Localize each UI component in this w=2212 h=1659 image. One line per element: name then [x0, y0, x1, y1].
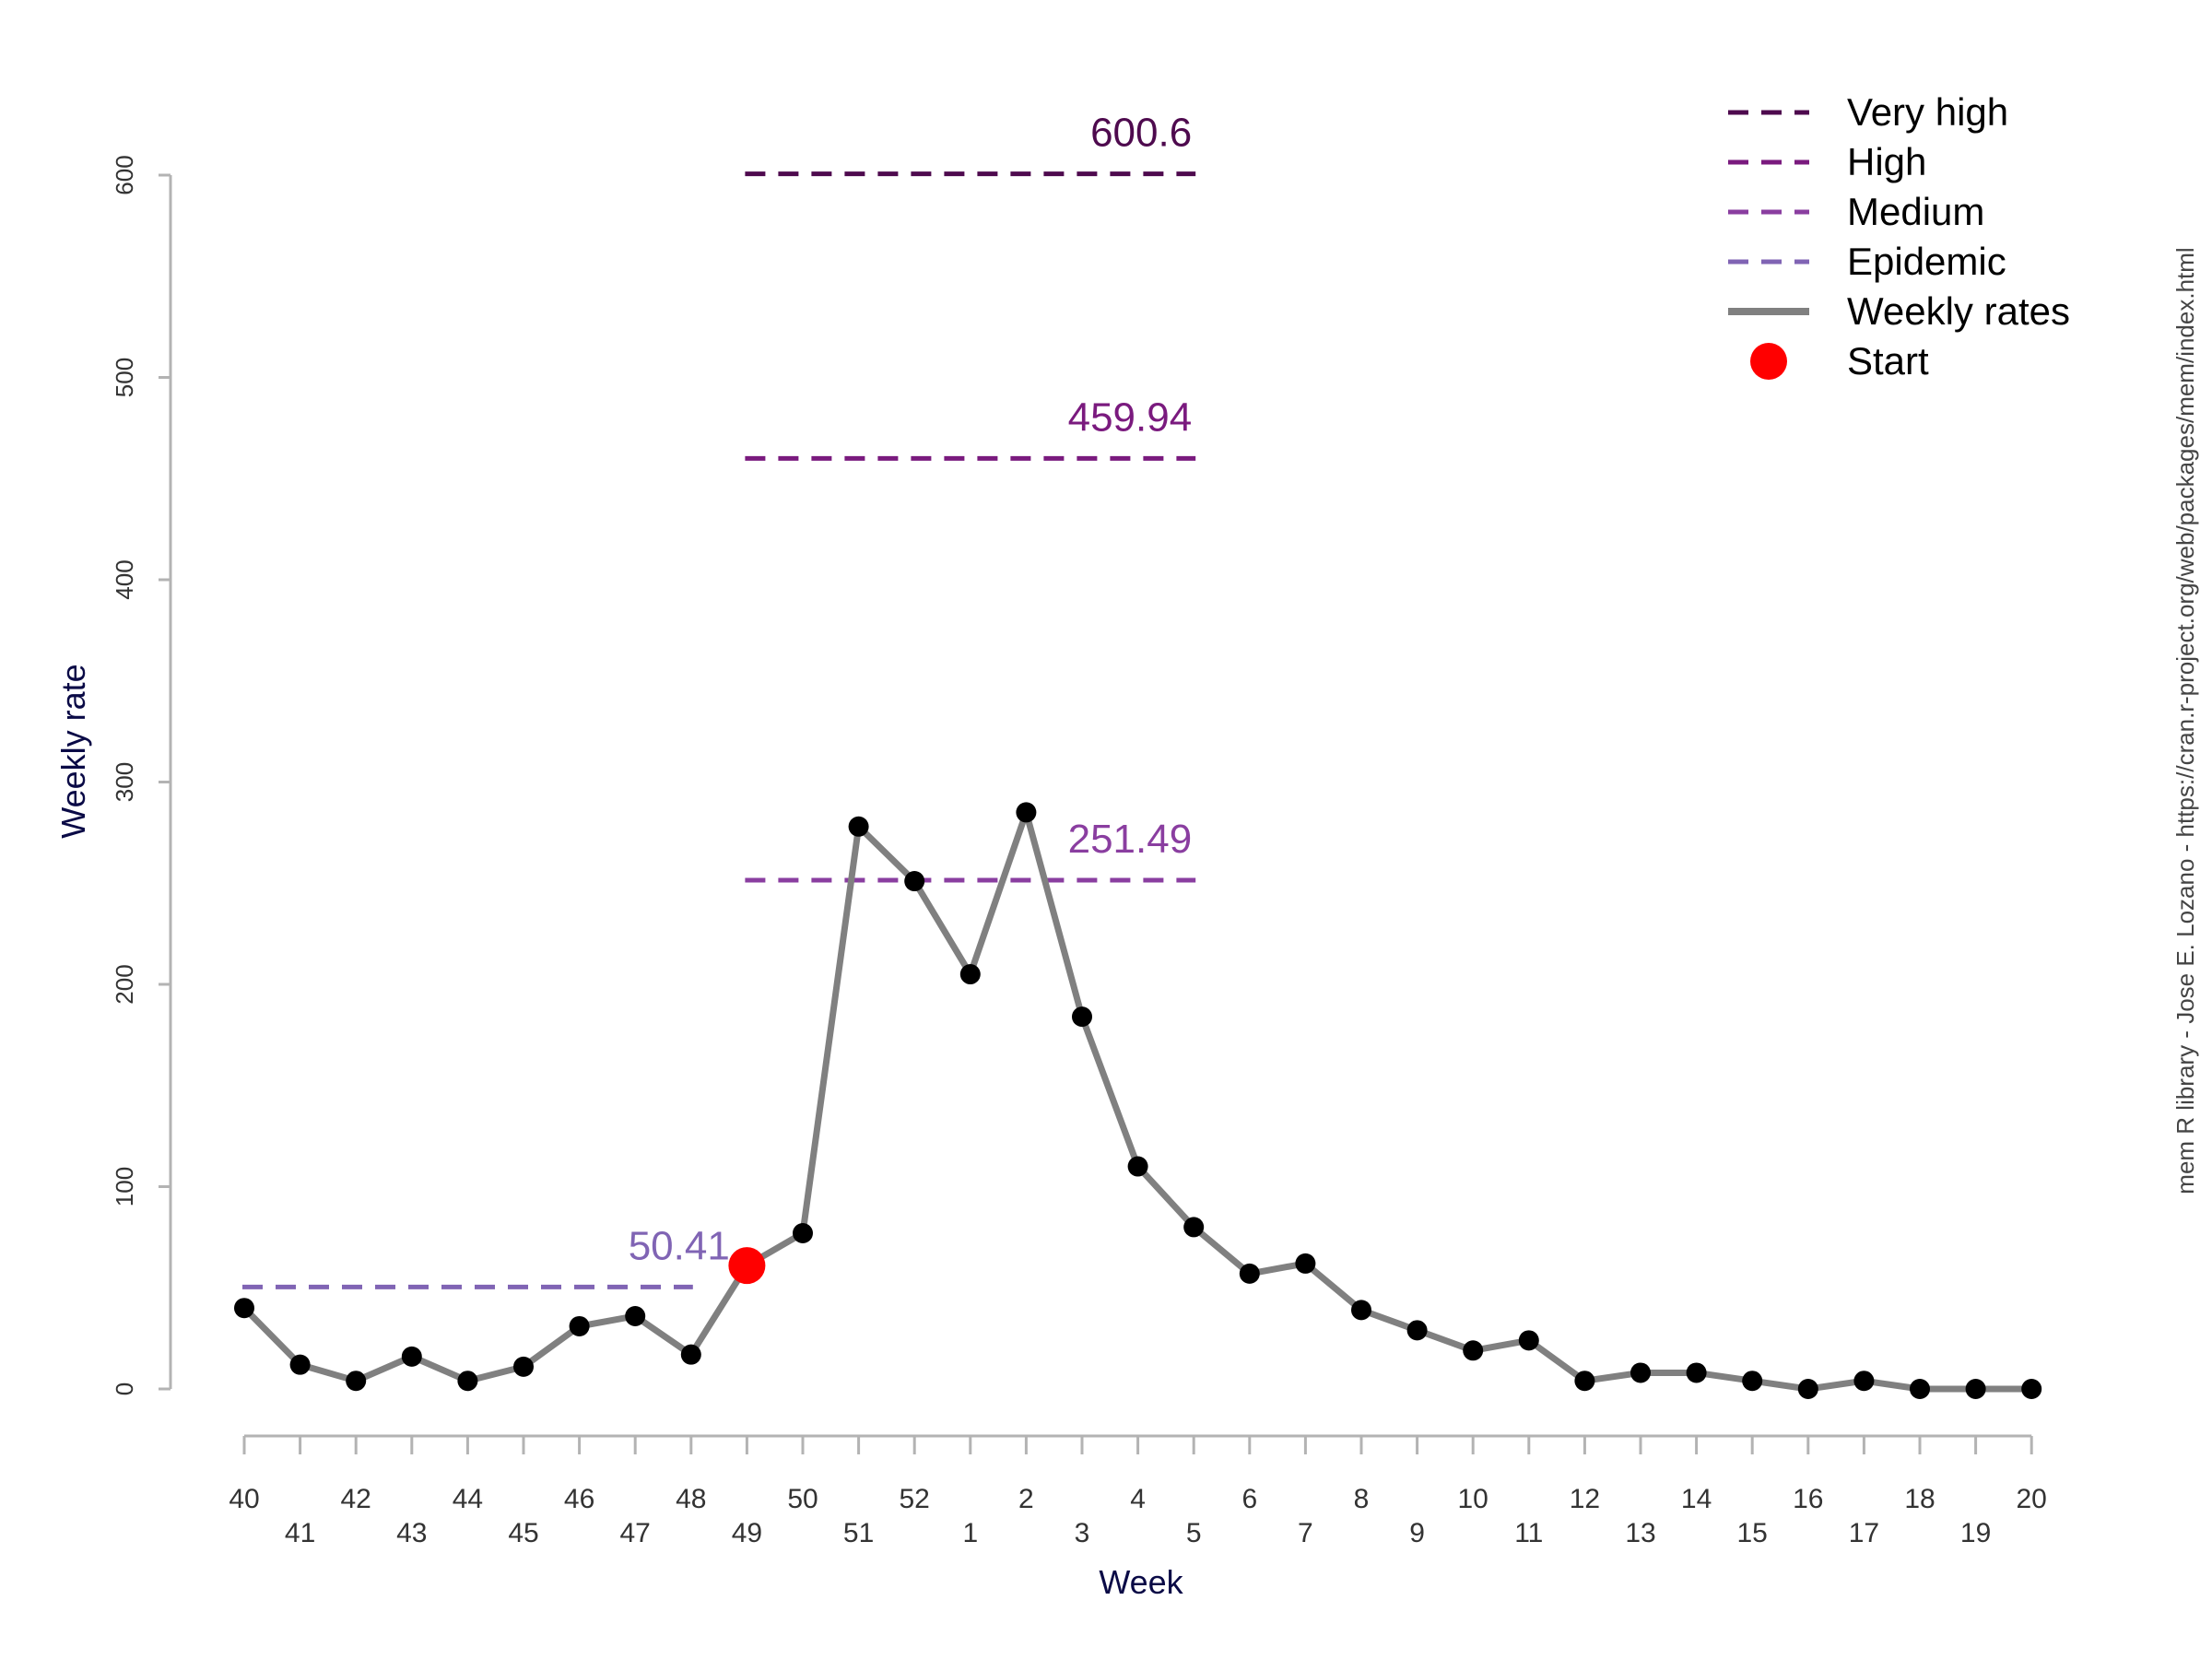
x-tick-label: 45 — [508, 1518, 538, 1548]
x-tick-label: 5 — [1186, 1518, 1202, 1548]
threshold-label-medium: 251.49 — [1068, 817, 1193, 862]
x-tick-label: 51 — [843, 1518, 874, 1548]
y-axis-label: Weekly rate — [54, 664, 92, 838]
y-tick-label: 0 — [111, 1382, 138, 1395]
x-tick-label: 43 — [396, 1518, 427, 1548]
data-point — [1016, 802, 1037, 823]
data-point — [1797, 1379, 1818, 1399]
series-line — [241, 808, 2032, 1393]
x-tick-label: 11 — [1514, 1518, 1543, 1548]
data-point — [1239, 1263, 1260, 1284]
x-axis-label: Week — [1099, 1563, 1183, 1601]
x-tick-label: 6 — [1241, 1484, 1257, 1514]
x-tick-label: 48 — [676, 1484, 706, 1514]
x-tick-label: 13 — [1625, 1518, 1655, 1548]
data-point — [793, 1222, 813, 1243]
data-point — [1630, 1362, 1651, 1383]
x-tick-label: 41 — [285, 1518, 315, 1548]
data-point — [569, 1315, 590, 1336]
x-tick-label: 52 — [900, 1484, 930, 1514]
x-tick-label: 16 — [1793, 1484, 1823, 1514]
y-tick-label: 300 — [111, 762, 138, 802]
data-point — [1742, 1371, 1763, 1392]
y-tick-label: 200 — [111, 964, 138, 1004]
data-point — [959, 964, 981, 985]
data-point — [1910, 1379, 1930, 1399]
data-point — [1965, 1379, 1986, 1399]
x-tick-label: 15 — [1737, 1518, 1768, 1548]
legend-label-start: Start — [1847, 339, 1929, 382]
legend-swatch-start — [1750, 343, 1787, 380]
data-point — [1127, 1156, 1148, 1177]
data-point — [1295, 1253, 1316, 1274]
x-tick-label: 14 — [1681, 1484, 1712, 1514]
data-point — [346, 1371, 367, 1392]
threshold-label-high: 459.94 — [1068, 394, 1193, 440]
x-tick-label: 10 — [1458, 1484, 1488, 1514]
threshold-label-epidemic: 50.41 — [629, 1223, 730, 1268]
data-point — [904, 871, 925, 892]
data-point — [1853, 1371, 1875, 1392]
data-point — [848, 816, 869, 837]
x-tick-label: 18 — [1904, 1484, 1935, 1514]
x-tick-label: 4 — [1130, 1484, 1146, 1514]
x-tick-label: 3 — [1075, 1518, 1090, 1548]
x-tick-label: 44 — [453, 1484, 483, 1514]
x-tick-label: 47 — [620, 1518, 651, 1548]
x-tick-label: 9 — [1409, 1518, 1425, 1548]
credit-text: mem R library - Jose E. Lozano - https:/… — [2171, 247, 2199, 1194]
data-point — [457, 1371, 478, 1392]
legend: Very high High Medium Epidemic Weekly rates S… — [1728, 90, 2070, 382]
x-tick-label: 1 — [962, 1518, 978, 1548]
x-tick-label: 2 — [1018, 1484, 1034, 1514]
legend-label-high: High — [1847, 140, 1926, 183]
data-point — [513, 1356, 534, 1377]
data-point — [2021, 1379, 2042, 1399]
data-point — [1351, 1300, 1371, 1321]
y-tick-label: 400 — [111, 559, 138, 599]
data-point — [1183, 1217, 1205, 1238]
x-tick-label: 8 — [1354, 1484, 1370, 1514]
axes: 0100200300400500600404142434445464748495… — [111, 155, 2047, 1548]
data-point — [234, 1298, 254, 1319]
data-point — [1518, 1330, 1539, 1351]
x-tick-label: 42 — [341, 1484, 371, 1514]
data-point — [1463, 1340, 1484, 1361]
legend-label-medium: Medium — [1847, 190, 1984, 233]
x-tick-label: 17 — [1849, 1518, 1879, 1548]
data-point — [1686, 1362, 1707, 1383]
legend-label-epidemic: Epidemic — [1847, 240, 2006, 283]
x-tick-label: 19 — [1960, 1518, 1991, 1548]
series-layer — [234, 802, 2042, 1399]
data-point — [1406, 1320, 1428, 1341]
y-tick-label: 100 — [111, 1167, 138, 1206]
threshold-label-very-high: 600.6 — [1090, 111, 1192, 156]
data-point — [1072, 1006, 1092, 1028]
data-point — [289, 1354, 311, 1375]
data-point — [401, 1346, 422, 1367]
x-tick-label: 12 — [1570, 1484, 1600, 1514]
legend-label-weekly-rates: Weekly rates — [1847, 289, 2070, 333]
y-tick-label: 600 — [111, 155, 138, 194]
x-tick-label: 20 — [2017, 1484, 2047, 1514]
x-tick-label: 40 — [229, 1484, 259, 1514]
y-tick-label: 500 — [111, 358, 138, 397]
legend-label-very-high: Very high — [1847, 90, 2008, 134]
threshold-lines: 50.41 251.49 459.94 600.6 — [242, 111, 1196, 1289]
x-tick-label: 46 — [564, 1484, 594, 1514]
start-marker — [728, 1247, 766, 1285]
x-tick-label: 7 — [1298, 1518, 1313, 1548]
x-tick-label: 49 — [732, 1518, 762, 1548]
data-point — [625, 1305, 646, 1326]
data-point — [1574, 1371, 1595, 1392]
data-point — [680, 1344, 701, 1365]
x-tick-label: 50 — [787, 1484, 818, 1514]
